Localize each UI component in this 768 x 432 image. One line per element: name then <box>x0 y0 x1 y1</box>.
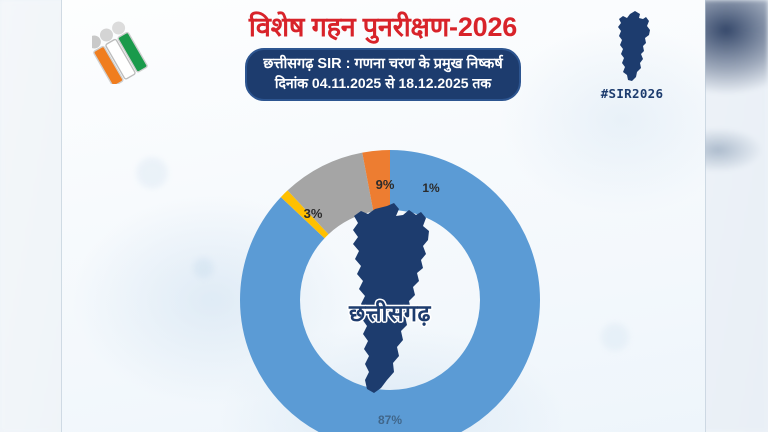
donut-chart: 1% 9% 3% छत्तीसगढ़ 87% <box>235 145 545 432</box>
hashtag-label: #SIR2026 <box>600 86 664 101</box>
slice-label-1: 1% <box>422 181 440 195</box>
center-map-group: छत्तीसगढ़ <box>295 200 485 400</box>
subtitle-line-2: दिनांक 04.11.2025 से 18.12.2025 तक <box>274 74 492 91</box>
slice-3 <box>240 150 540 432</box>
election-commission-of-india-logo <box>92 21 148 84</box>
donut-chart-svg: 1% 9% 3% <box>240 150 540 432</box>
subtitle-line-1: छत्तीसगढ़ SIR : गणना चरण के प्रमुख निष्क… <box>263 56 503 73</box>
chhattisgarh-map-icon <box>618 11 650 81</box>
chhattisgarh-map-center <box>353 203 429 393</box>
title-block: विशेष गहन पुनरीक्षण-2026 छत्तीसगढ़ SIR :… <box>158 12 608 101</box>
slice-label-3: 3% <box>304 206 323 221</box>
slice-label-9: 9% <box>376 177 395 192</box>
header: विशेष गहन पुनरीक्षण-2026 छत्तीसगढ़ SIR :… <box>62 0 705 148</box>
page-title: विशेष गहन पुनरीक्षण-2026 <box>248 12 518 42</box>
subtitle-box: छत्तीसगढ़ SIR : गणना चरण के प्रमुख निष्क… <box>245 48 521 101</box>
corner-branding: #SIR2026 <box>577 10 687 101</box>
slice-label-87: 87% <box>377 413 403 427</box>
